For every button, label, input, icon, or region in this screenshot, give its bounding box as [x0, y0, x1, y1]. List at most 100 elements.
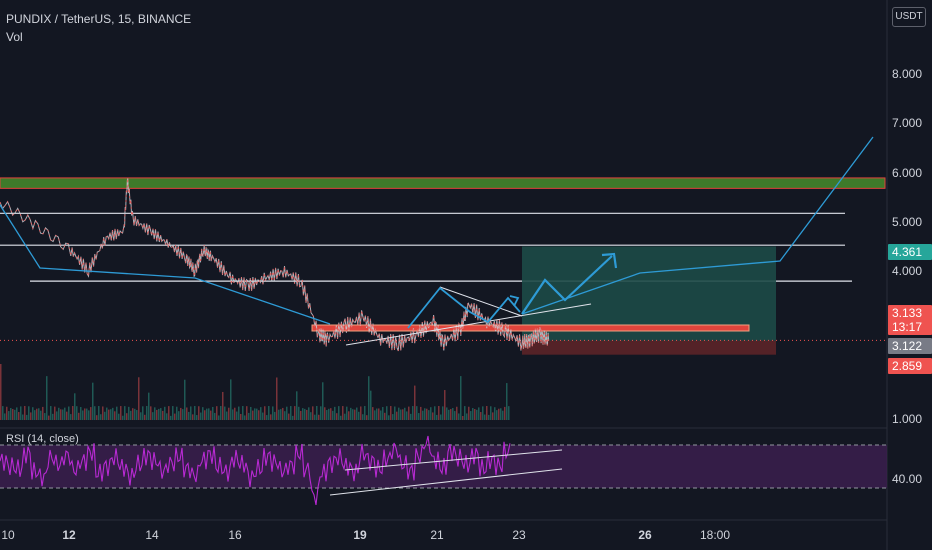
volume-bar	[504, 406, 506, 420]
volume-indicator-label[interactable]: Vol	[6, 30, 23, 44]
volume-bar	[280, 409, 282, 420]
volume-bar	[220, 406, 222, 420]
volume-bar	[354, 409, 356, 420]
volume-bar	[114, 411, 116, 420]
volume-bar	[460, 376, 462, 420]
volume-bar	[198, 406, 200, 420]
volume-bar	[304, 408, 306, 420]
volume-bar	[68, 406, 70, 420]
volume-bar	[84, 408, 86, 420]
volume-bar	[166, 413, 168, 420]
volume-bar	[112, 407, 114, 420]
time-tick-label: 10	[1, 528, 15, 542]
volume-bar	[470, 411, 472, 420]
volume-bar	[410, 413, 412, 420]
volume-bar	[384, 412, 386, 420]
volume-bar	[26, 414, 28, 420]
volume-bar	[248, 412, 250, 420]
price-axis-badge-label: 4.361	[892, 245, 922, 259]
volume-bar	[268, 406, 270, 420]
volume-bar	[492, 412, 494, 420]
volume-bar	[368, 376, 370, 420]
volume-bar	[292, 415, 294, 420]
price-axis-badge	[888, 338, 932, 354]
volume-bar	[88, 410, 90, 420]
wave-arrowhead	[509, 295, 520, 307]
volume-bar	[164, 406, 166, 420]
volume-bar	[420, 406, 422, 420]
volume-bar	[494, 407, 496, 420]
volume-bar	[72, 406, 74, 420]
volume-bar	[274, 411, 276, 420]
volume-bar	[12, 409, 14, 420]
volume-bar	[30, 412, 32, 420]
volume-bar	[270, 414, 272, 420]
volume-bar	[342, 406, 344, 420]
volume-bar	[508, 406, 510, 420]
price-axis-badge-label: 3.133	[892, 306, 922, 320]
volume-bar	[156, 409, 158, 420]
volume-bar	[322, 382, 324, 420]
volume-bar	[16, 407, 18, 420]
volume-bar	[134, 408, 136, 420]
volume-bar	[312, 406, 314, 420]
volume-bar	[308, 407, 310, 420]
volume-bar	[218, 415, 220, 420]
volume-bar	[464, 406, 466, 420]
volume-bar	[372, 407, 374, 420]
volume-bar	[32, 407, 34, 420]
volume-bar	[190, 406, 192, 420]
price-tick-label: 4.000	[892, 264, 922, 278]
volume-bar	[174, 413, 176, 420]
rsi-indicator-label[interactable]: RSI (14, close)	[6, 433, 79, 445]
volume-bar	[212, 406, 214, 420]
volume-bar	[138, 377, 140, 420]
volume-bar	[356, 407, 358, 420]
symbol-title[interactable]: PUNDIX / TetherUS, 15, BINANCE	[6, 12, 192, 26]
price-axis-badge	[888, 244, 932, 260]
volume-bar	[376, 408, 378, 420]
volume-bar	[80, 407, 82, 420]
volume-bar	[324, 407, 326, 420]
volume-bar	[352, 409, 354, 420]
volume-bar	[142, 406, 144, 420]
volume-bar	[186, 407, 188, 420]
volume-bar	[110, 409, 112, 420]
position-loss-zone	[522, 340, 776, 355]
support-zone	[311, 324, 750, 332]
volume-bar	[404, 407, 406, 420]
volume-bar	[118, 413, 120, 420]
volume-bar	[206, 408, 208, 420]
volume-bar	[82, 410, 84, 420]
volume-bar	[232, 409, 234, 420]
volume-bar	[8, 411, 10, 420]
volume-bar	[14, 409, 16, 420]
volume-bar	[238, 406, 240, 420]
volume-bar	[496, 410, 498, 420]
volume-series	[0, 364, 510, 420]
volume-bar	[438, 406, 440, 420]
time-tick-label: 23	[512, 528, 526, 542]
volume-bar	[310, 412, 312, 420]
volume-bar	[314, 414, 316, 420]
currency-button[interactable]: USDT	[892, 7, 926, 27]
volume-bar	[172, 406, 174, 420]
volume-bar	[126, 413, 128, 420]
volume-bar	[122, 415, 124, 420]
volume-bar	[328, 408, 330, 420]
volume-bar	[154, 407, 156, 420]
volume-bar	[40, 410, 42, 420]
price-axis-badge	[888, 319, 932, 335]
volume-bar	[192, 414, 194, 420]
volume-bar	[104, 411, 106, 420]
volume-bar	[226, 411, 228, 420]
volume-bar	[34, 410, 36, 420]
volume-bar	[260, 407, 262, 420]
volume-bar	[78, 412, 80, 420]
volume-bar	[132, 408, 134, 420]
volume-bar	[96, 415, 98, 420]
volume-bar	[54, 406, 56, 420]
volume-bar	[472, 408, 474, 420]
